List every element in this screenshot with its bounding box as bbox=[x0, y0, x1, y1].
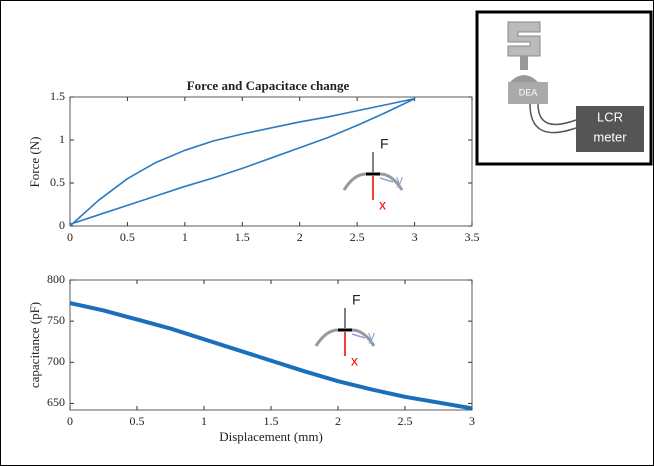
y-tick-label: 650 bbox=[47, 395, 65, 409]
membrane-sketch bbox=[342, 172, 404, 191]
x-tick-label: 3.5 bbox=[465, 230, 480, 244]
force-label: F bbox=[380, 136, 389, 152]
y-tick-label: 700 bbox=[47, 354, 65, 368]
y-axis-label: capacitance (pF) bbox=[27, 302, 42, 388]
data-line bbox=[69, 301, 473, 411]
membrane-sketch bbox=[314, 328, 376, 347]
y-tick-label: 1 bbox=[59, 132, 65, 146]
meter-label: LCR bbox=[597, 109, 623, 124]
x-tick-label: 2.5 bbox=[350, 230, 365, 244]
lcr-meter bbox=[576, 106, 644, 152]
setup-diagram: DEA LCR meter bbox=[475, 10, 653, 166]
y-tick-label: 1.5 bbox=[50, 89, 65, 103]
x-tick-label: 3 bbox=[469, 414, 475, 428]
x-tick-label: 2 bbox=[297, 230, 303, 244]
x-label: x bbox=[379, 197, 386, 213]
x-label: x bbox=[351, 353, 358, 369]
x-tick-label: 2 bbox=[335, 414, 341, 428]
wires bbox=[529, 103, 577, 134]
membrane bbox=[510, 75, 538, 82]
y-tick-label: 0.5 bbox=[50, 175, 65, 189]
data-line bbox=[69, 97, 416, 227]
y-label: y bbox=[396, 172, 403, 188]
x-tick-label: 3 bbox=[412, 230, 418, 244]
y-axis-label: Force (N) bbox=[27, 137, 42, 188]
meter-label: meter bbox=[593, 129, 627, 144]
clamp-icon bbox=[507, 21, 541, 57]
y-tick-label: 0 bbox=[59, 218, 65, 232]
x-tick-label: 0.5 bbox=[120, 230, 135, 244]
y-arrow bbox=[351, 333, 366, 339]
x-tick-label: 1.5 bbox=[235, 230, 250, 244]
x-tick-label: 0.5 bbox=[130, 414, 145, 428]
x-tick-label: 1 bbox=[182, 230, 188, 244]
x-tick-label: 1 bbox=[201, 414, 207, 428]
y-label: y bbox=[368, 328, 375, 344]
x-tick-label: 0 bbox=[67, 230, 73, 244]
x-axis-label: Displacement (mm) bbox=[219, 429, 323, 444]
dea-label: DEA bbox=[519, 87, 538, 97]
chart-title: Force and Capacitace change bbox=[187, 78, 350, 93]
dea-box bbox=[508, 82, 548, 104]
axes-frame bbox=[69, 96, 473, 227]
force-diagram: F y x bbox=[342, 136, 404, 213]
x-tick-label: 2.5 bbox=[398, 414, 413, 428]
force-label: F bbox=[352, 292, 361, 308]
force-diagram: F y x bbox=[314, 292, 376, 369]
y-tick-label: 750 bbox=[47, 313, 65, 327]
connector bbox=[520, 56, 528, 70]
x-tick-label: 0 bbox=[67, 414, 73, 428]
x-tick-label: 1.5 bbox=[264, 414, 279, 428]
y-tick-label: 800 bbox=[47, 272, 65, 286]
y-arrow bbox=[379, 177, 394, 183]
